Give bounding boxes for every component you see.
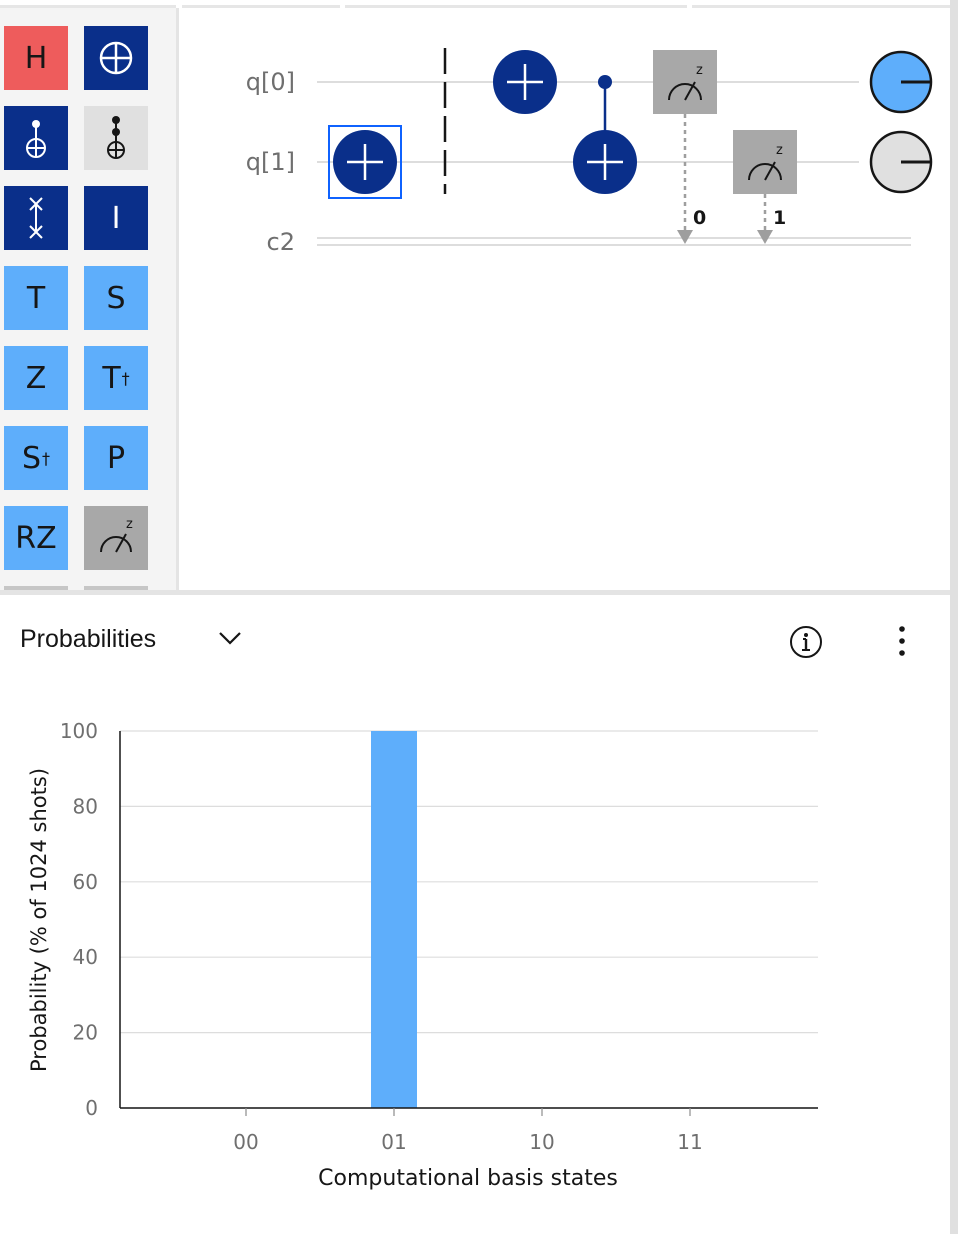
measure-q0: z 0 (653, 50, 717, 244)
x-tick-labels: 00 01 10 11 (233, 1108, 703, 1154)
x-tick-label: 01 (381, 1130, 406, 1154)
sdg-gate-dagger: † (42, 448, 51, 468)
meter-icon: z (100, 517, 133, 553)
tdg-gate[interactable]: T † (84, 346, 148, 410)
cnot-q0-q1 (573, 75, 637, 194)
y-tick-label: 100 (60, 719, 98, 743)
x-tick-label: 10 (529, 1130, 554, 1154)
gate-palette: H I T S Z T † S † P RZ z (0, 8, 179, 590)
qubit-state-disk-q1 (869, 130, 933, 194)
circuit-canvas[interactable]: q[0] q[1] c2 (179, 8, 950, 590)
top-strip (0, 0, 950, 8)
measure-gate-basis: z (126, 517, 133, 532)
x-gate-q0 (493, 50, 557, 114)
qubit-label-q0: q[0] (246, 68, 295, 96)
y-axis-title: Probability (% of 1024 shots) (27, 768, 51, 1072)
swap-icon (29, 197, 43, 239)
chart-grid (120, 730, 818, 1109)
y-tick-label: 0 (85, 1096, 98, 1120)
palette-overflow-gate[interactable] (4, 586, 68, 590)
t-gate-label: T (26, 280, 46, 316)
x-tick-label: 11 (677, 1130, 702, 1154)
t-gate[interactable]: T (4, 266, 68, 330)
y-tick-label: 80 (73, 794, 98, 818)
measure-q0-basis: z (696, 63, 703, 78)
identity-gate[interactable]: I (84, 186, 148, 250)
tdg-gate-label: T (102, 360, 121, 396)
s-gate-label: S (106, 280, 126, 316)
x-tick-label: 00 (233, 1130, 258, 1154)
measure-q0-bit: 0 (693, 207, 706, 229)
right-edge (950, 0, 958, 1234)
x-axis-title: Computational basis states (318, 1166, 618, 1191)
h-gate-label: H (24, 40, 48, 76)
visualization-title: Probabilities (20, 625, 157, 653)
measure-q1-bit: 1 (773, 207, 786, 229)
measure-q1: z 1 (733, 130, 797, 244)
y-tick-label: 40 (73, 945, 98, 969)
p-gate-label: P (106, 440, 126, 476)
palette-overflow-gate[interactable] (84, 586, 148, 590)
overflow-menu-icon[interactable] (890, 623, 914, 659)
chevron-down-icon[interactable] (216, 625, 244, 651)
cnot-gate[interactable] (4, 106, 68, 170)
info-icon[interactable] (789, 625, 823, 659)
toffoli-gate[interactable] (84, 106, 148, 170)
swap-gate[interactable] (4, 186, 68, 250)
x-gate-q1 (333, 130, 397, 194)
rz-gate-label: RZ (15, 520, 57, 556)
measure-gate[interactable]: z (84, 506, 148, 570)
circuit-svg: q[0] q[1] c2 (246, 48, 933, 256)
measure-q1-basis: z (776, 143, 783, 158)
sdg-gate[interactable]: S † (4, 426, 68, 490)
h-gate[interactable]: H (4, 26, 68, 90)
p-gate[interactable]: P (84, 426, 148, 490)
z-gate-label: Z (25, 360, 47, 396)
tdg-gate-dagger: † (121, 368, 130, 388)
qubit-label-q1: q[1] (246, 148, 295, 176)
panel-divider[interactable] (0, 590, 950, 595)
probabilities-panel: Probabilities 0 20 40 60 80 100 00 01 10 11 Comp… (0, 595, 950, 1234)
probability-chart: 0 20 40 60 80 100 00 01 10 11 Computational basi… (27, 719, 818, 1191)
identity-gate-label: I (111, 200, 121, 236)
y-tick-label: 60 (73, 870, 98, 894)
bar-01[interactable] (371, 731, 417, 1108)
not-gate[interactable] (84, 26, 148, 90)
y-tick-label: 20 (73, 1021, 98, 1045)
qubit-state-disk-q0 (869, 50, 933, 114)
classical-label-c2: c2 (267, 228, 295, 256)
cnot-icon (26, 120, 46, 158)
selected-gate-outline (328, 125, 402, 199)
sdg-gate-label: S (21, 440, 42, 476)
y-tick-labels: 0 20 40 60 80 100 (60, 719, 98, 1120)
rz-gate[interactable]: RZ (4, 506, 68, 570)
z-gate[interactable]: Z (4, 346, 68, 410)
oplus-icon (99, 41, 133, 75)
chart-bars (371, 731, 417, 1108)
s-gate[interactable]: S (84, 266, 148, 330)
toffoli-icon (107, 116, 125, 159)
